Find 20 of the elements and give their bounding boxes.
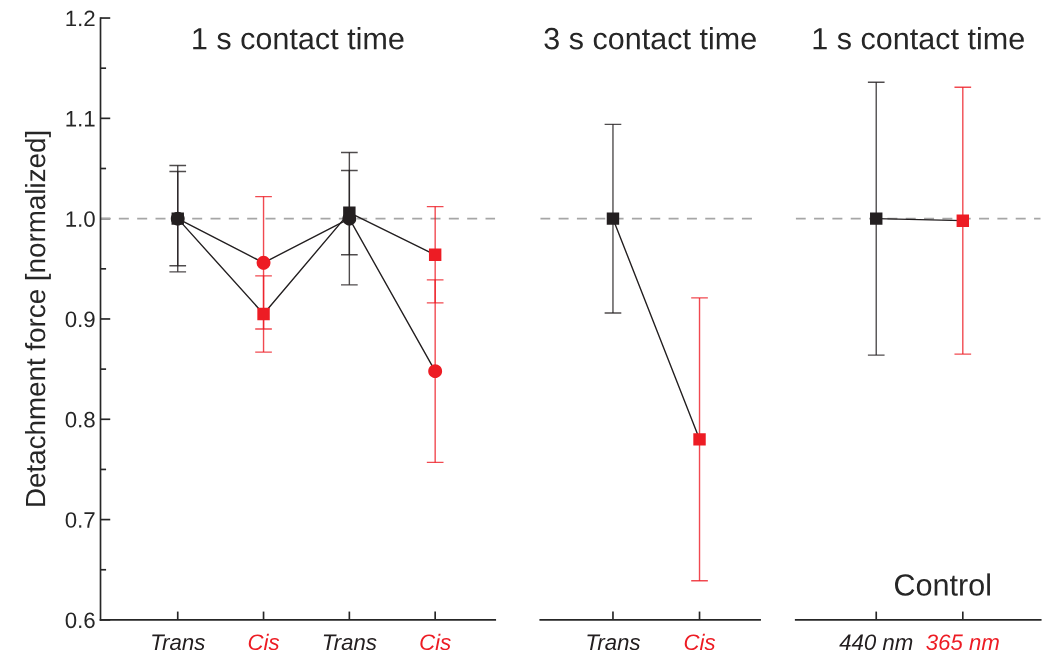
y-tick-label: 0.9 [65, 311, 95, 328]
y-tick-label: 1.0 [66, 211, 95, 227]
y-tick-label: 0.6 [65, 612, 95, 629]
y-axis-title: Detachment force [normalized] [24, 131, 51, 506]
x-tick-label: 365 nm [926, 634, 999, 651]
chart-title: 3 s contact time [544, 27, 756, 50]
chart-title: 1 s contact time [813, 27, 1024, 50]
x-tick-label: 440 nm [839, 634, 913, 651]
x-tick-label: Trans [587, 634, 641, 651]
y-tick-label: 1.2 [66, 10, 95, 27]
annotation: Control [895, 573, 990, 596]
y-tick-label: 0.7 [65, 512, 95, 528]
x-tick-label: Trans [152, 634, 205, 651]
chart-title: 1 s contact time [193, 27, 404, 50]
x-tick-label: Trans [323, 634, 377, 651]
x-tick-label: Cis [248, 633, 280, 651]
x-tick-label: Cis [684, 633, 716, 651]
y-tick-label: 0.8 [65, 411, 95, 428]
x-tick-label: Cis [420, 633, 451, 651]
y-tick-label: 1.1 [66, 111, 95, 127]
